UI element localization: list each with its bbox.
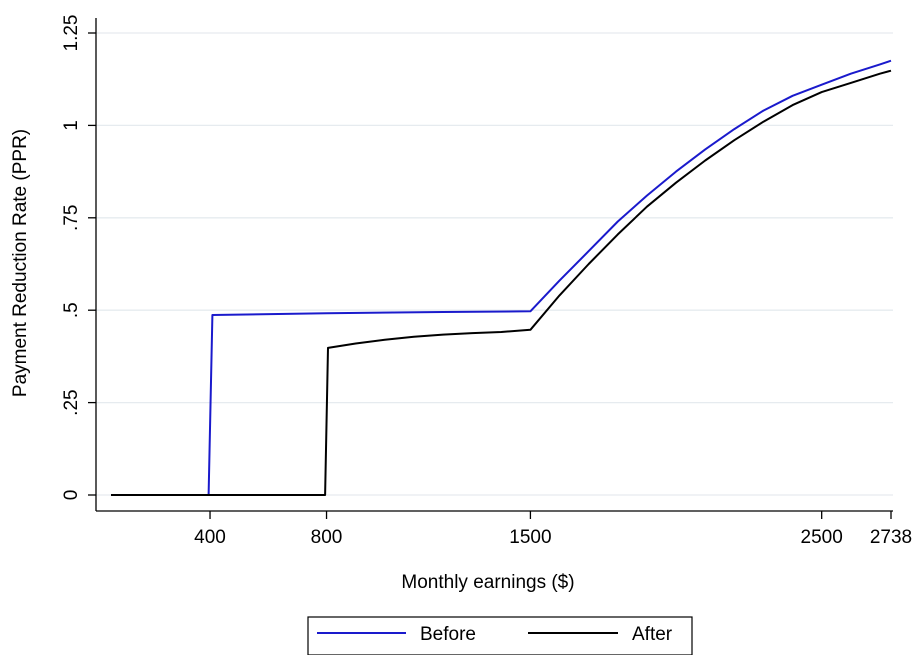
series-layer — [111, 59, 892, 496]
x-tick-label: 800 — [311, 527, 343, 548]
x-ticks: 400 800 1500 2500 2738 — [194, 511, 912, 548]
y-tick-label: 1 — [61, 120, 82, 131]
legend-box — [307, 616, 693, 655]
y-tick-label: .25 — [61, 389, 82, 415]
legend: Before After — [307, 616, 693, 655]
y-ticks: 0 .25 .5 .75 1 1.25 — [61, 15, 96, 501]
x-tick-label: 1500 — [509, 527, 551, 548]
y-tick-label: 0 — [61, 490, 82, 501]
x-tick-label: 2500 — [801, 527, 843, 548]
y-tick-label: 1.25 — [61, 15, 82, 52]
x-tick-label: 400 — [194, 527, 226, 548]
y-axis-title: Payment Reduction Rate (PPR) — [10, 129, 31, 397]
legend-label-after: After — [632, 624, 673, 645]
series-line-after — [111, 69, 892, 496]
legend-label-before: Before — [420, 624, 476, 645]
y-tick-label: .75 — [61, 205, 82, 231]
x-tick-label: 2738 — [870, 527, 912, 548]
series-line-before — [111, 59, 892, 496]
y-tick-label: .5 — [61, 302, 82, 318]
grid — [96, 32, 893, 496]
x-axis-title: Monthly earnings ($) — [401, 572, 574, 593]
axes — [95, 18, 893, 512]
